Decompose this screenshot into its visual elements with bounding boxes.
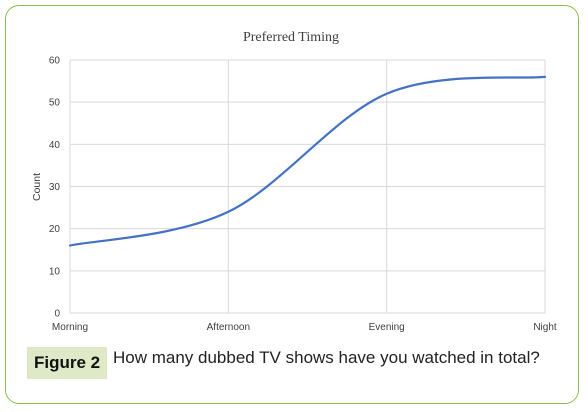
y-tick-label: 0 xyxy=(54,309,60,320)
y-tick-label: 30 xyxy=(49,182,61,193)
y-tick-label: 20 xyxy=(49,224,61,235)
x-tick-label: Morning xyxy=(52,322,88,333)
y-axis-title: Count xyxy=(31,173,43,201)
chart-title: Preferred Timing xyxy=(243,30,339,45)
x-tick-label: Afternoon xyxy=(207,322,250,333)
y-tick-label: 10 xyxy=(49,266,61,277)
y-tick-label: 60 xyxy=(49,56,61,67)
figure-label: Figure 2 xyxy=(27,347,108,379)
y-tick-label: 40 xyxy=(49,140,61,151)
series-line xyxy=(68,75,547,247)
figure-caption: How many dubbed TV shows have you watche… xyxy=(113,348,540,367)
gridlines xyxy=(69,59,546,314)
x-tick-label: Night xyxy=(533,322,557,333)
y-tick-label: 50 xyxy=(49,98,61,109)
series-lines xyxy=(68,75,547,247)
tick-labels: 0 10 20 30 40 50 60 Morning Afternoon Evening Nigh… xyxy=(49,56,557,334)
figure-frame xyxy=(5,5,579,404)
x-tick-label: Evening xyxy=(369,322,405,333)
